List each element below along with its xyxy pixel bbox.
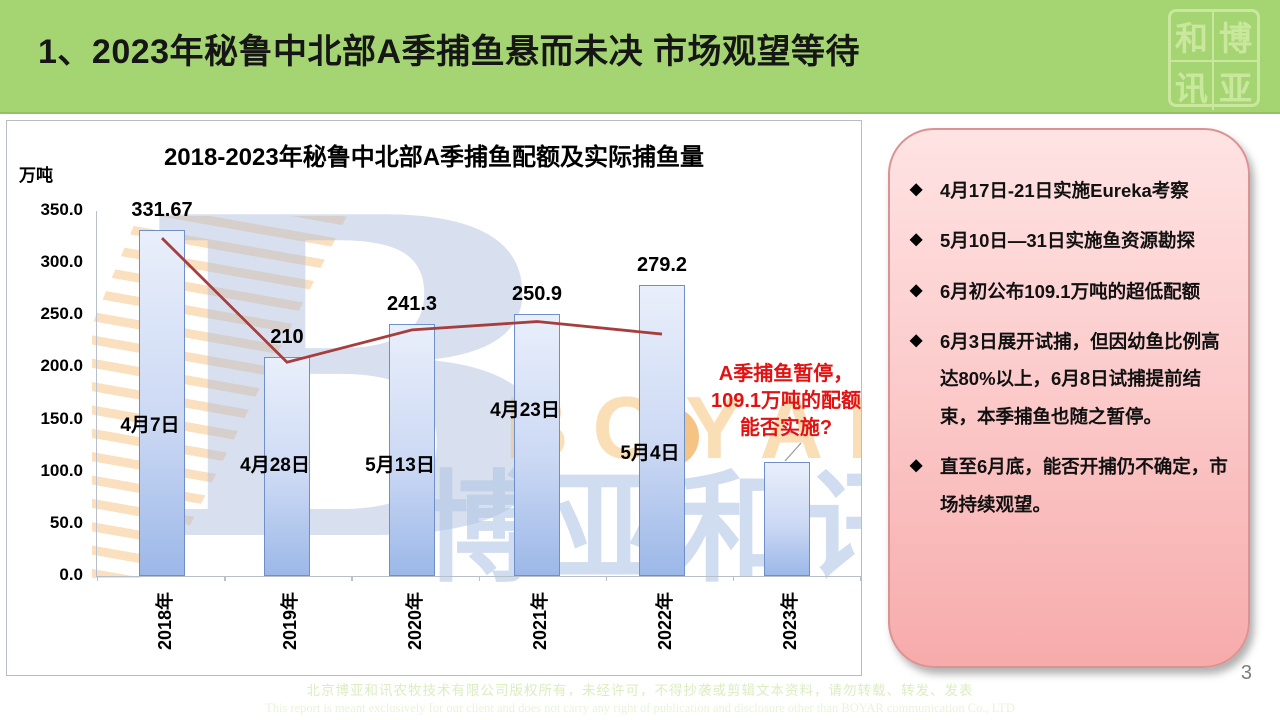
annotation-line: 109.1万吨的配额 [710,390,862,412]
footer-line-en: This report is meant exclusively for our… [265,700,1015,715]
quota-bar [389,324,435,576]
annotation-line: 能否实施? [739,417,833,439]
quota-bar [514,314,560,576]
y-axis-tick-label: 200.0 [40,356,83,376]
boyar-seal-logo: 和 博 讯 亚 [1168,9,1260,110]
logo-char: 博 [1214,12,1257,62]
x-axis-tick-mark [224,576,226,581]
x-axis-category-label: 2021年 [530,591,550,651]
x-axis-tick-mark [97,576,99,581]
footer-disclaimer: 北京博亚和讯农牧技术有限公司版权所有，未经许可，不得抄袭或剪辑文本资料，请勿转载… [0,682,1280,716]
y-axis-tick-label: 0.0 [59,565,83,584]
x-axis-tick-mark [351,576,353,581]
season-start-date-label: 5月4日 [620,443,680,464]
bar-value-label: 210 [270,326,304,348]
note-bullet-item: 5月10日—31日实施鱼资源勘探 [910,222,1234,259]
chart-title: 2018-2023年秘鲁中北部A季捕鱼配额及实际捕鱼量 [163,144,705,171]
y-axis-tick-label: 50.0 [49,512,83,532]
y-axis-tick-label: 250.0 [40,304,83,324]
x-axis-tick-mark [605,576,608,581]
bar-value-label: 250.9 [511,283,563,306]
x-axis-tick-mark [478,576,480,581]
x-axis-category-label: 2018年 [155,591,175,651]
logo-char: 亚 [1219,72,1252,108]
x-axis-tick-mark [860,576,861,581]
x-axis-category-label: 2020年 [405,591,425,651]
x-axis-category-label: 2019年 [280,591,300,651]
bar-value-label: 331.67 [131,199,193,222]
season-start-date-label: 4月23日 [490,400,560,421]
bar-value-label: 279.2 [636,253,688,276]
notes-list: 4月17日-21日实施Eureka考察 5月10日—31日实施鱼资源勘探 6月初公布… [890,130,1248,523]
logo-char: 讯 [1171,62,1214,110]
season-start-date-label: 4月28日 [240,455,310,476]
x-axis-tick-mark [732,576,735,581]
header-bar [0,0,1280,114]
chart-annotation: A季捕鱼暂停， 109.1万吨的配额 能否实施? [695,361,862,442]
season-start-date-label: 4月7日 [120,415,180,436]
note-bullet-item: 6月3日展开试捕，但因幼鱼比例高达80%以上，6月8日试捕提前结束，本季捕鱼也随… [910,323,1234,435]
note-bullet-item: 6月初公布109.1万吨的超低配额 [910,273,1234,310]
notes-panel: 4月17日-21日实施Eureka考察 5月10日—31日实施鱼资源勘探 6月初公布… [888,128,1250,668]
y-axis-tick-label: 150.0 [40,408,83,428]
bar-value-label: 241.3 [386,293,438,316]
chart-card: B BOYAR ✹ 博亚和讯 2018-2023年秘鲁中北部A季捕鱼配额及实际捕… [6,120,862,676]
x-axis-category-label: 2023年 [780,591,800,651]
logo-char: 和 [1171,12,1214,62]
note-bullet-item: 4月17日-21日实施Eureka考察 [910,172,1234,209]
y-axis-unit-label: 万吨 [19,166,53,185]
annotation-leader-line [784,442,802,462]
y-axis-tick-label: 100.0 [40,460,83,480]
y-axis-tick-label: 300.0 [40,252,83,272]
page-number: 3 [1240,662,1252,684]
footer-line-cn: 北京博亚和讯农牧技术有限公司版权所有，未经许可，不得抄袭或剪辑文本资料，请勿转载… [306,683,974,698]
season-start-date-label: 5月13日 [365,455,435,476]
quota-bar [764,462,810,576]
y-axis-tick-label: 350.0 [40,200,83,219]
slide-title: 1、2023年秘鲁中北部A季捕鱼悬而未决 市场观望等待 [38,33,861,71]
x-axis-category-label: 2022年 [655,591,675,651]
note-bullet-item: 直至6月底，能否开捕仍不确定，市场持续观望。 [910,448,1234,523]
annotation-line: A季捕鱼暂停， [718,363,854,385]
